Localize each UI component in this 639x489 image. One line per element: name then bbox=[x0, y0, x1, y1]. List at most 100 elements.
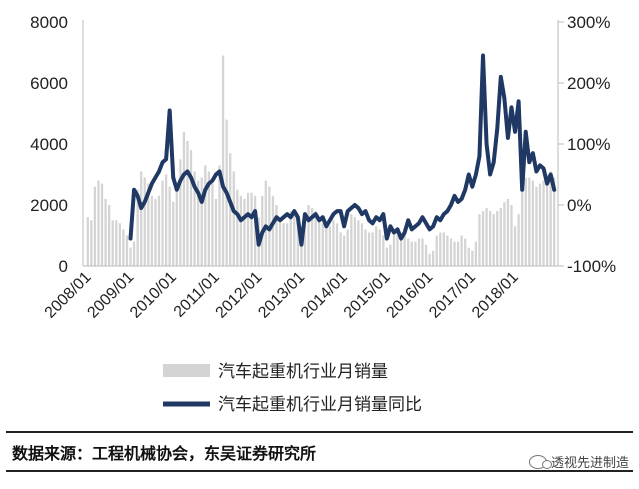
bar bbox=[531, 180, 534, 266]
bar bbox=[339, 232, 342, 266]
bar bbox=[193, 171, 196, 266]
bar bbox=[229, 153, 232, 266]
bar bbox=[314, 211, 317, 266]
bar bbox=[264, 180, 267, 266]
bar bbox=[506, 198, 510, 266]
bar bbox=[125, 235, 129, 266]
bar bbox=[535, 186, 538, 266]
x-tick-label: 2016/01 bbox=[384, 269, 437, 322]
bar bbox=[250, 192, 253, 266]
bar bbox=[318, 217, 321, 266]
bar bbox=[446, 235, 449, 266]
bar bbox=[271, 195, 275, 266]
bar bbox=[485, 208, 488, 266]
yoy-line bbox=[128, 53, 557, 247]
x-tick-label: 2010/01 bbox=[127, 269, 180, 322]
bar bbox=[421, 238, 424, 266]
bar bbox=[350, 214, 353, 266]
bar bbox=[321, 223, 324, 266]
legend-line-label: 汽车起重机行业月销量同比 bbox=[218, 395, 422, 415]
bar bbox=[513, 226, 517, 266]
bar bbox=[136, 189, 139, 266]
bar bbox=[328, 226, 332, 266]
left-tick-label: 8000 bbox=[30, 13, 68, 32]
bar bbox=[545, 174, 549, 266]
bar bbox=[157, 195, 161, 266]
bar bbox=[236, 189, 239, 266]
bar bbox=[417, 238, 421, 266]
bar bbox=[403, 235, 406, 266]
bar bbox=[392, 232, 396, 266]
bar bbox=[300, 238, 303, 266]
left-axis-ticks: 0 2000 4000 6000 8000 bbox=[30, 13, 68, 276]
source-divider-top bbox=[6, 431, 633, 433]
bar bbox=[278, 220, 282, 266]
legend: 汽车起重机行业月销量 汽车起重机行业月销量同比 bbox=[163, 362, 422, 415]
bar bbox=[93, 186, 97, 266]
x-tick-label: 2014/01 bbox=[298, 269, 351, 322]
bar bbox=[360, 223, 364, 266]
bar bbox=[97, 180, 100, 266]
bar bbox=[246, 192, 250, 266]
bar bbox=[407, 238, 410, 266]
bar bbox=[204, 165, 207, 266]
bar bbox=[86, 217, 89, 266]
right-tick-label: 0% bbox=[567, 196, 592, 215]
bar bbox=[378, 229, 381, 266]
bar bbox=[197, 180, 200, 266]
bar bbox=[310, 208, 314, 266]
right-tick-label: 100% bbox=[567, 135, 610, 154]
bar bbox=[428, 253, 431, 266]
source-note: 数据来源：工程机械协会，东吴证券研究所 bbox=[12, 444, 317, 463]
line-series-layer bbox=[128, 53, 557, 247]
bar bbox=[528, 177, 531, 266]
bar bbox=[357, 220, 360, 266]
bar bbox=[243, 198, 246, 266]
bar bbox=[154, 198, 157, 266]
bar bbox=[346, 229, 349, 266]
bar bbox=[549, 171, 552, 266]
watermark: 透视先进制造 bbox=[528, 452, 629, 471]
bar bbox=[221, 55, 225, 266]
bar bbox=[129, 247, 132, 266]
bar bbox=[449, 238, 453, 266]
bar bbox=[343, 235, 346, 266]
bar bbox=[435, 235, 438, 266]
bar bbox=[108, 205, 111, 266]
x-tick-label: 2012/01 bbox=[213, 269, 266, 322]
bar bbox=[464, 238, 467, 266]
bar bbox=[293, 214, 296, 266]
bar bbox=[474, 241, 478, 266]
bar bbox=[275, 205, 278, 266]
x-tick-label: 2017/01 bbox=[426, 269, 479, 322]
bar bbox=[399, 232, 403, 266]
bar bbox=[115, 220, 118, 266]
right-axis-ticks: -100% 0% 100% 200% 300% bbox=[558, 13, 616, 276]
bar bbox=[503, 201, 506, 266]
wechat-icon bbox=[528, 454, 552, 469]
bar bbox=[140, 171, 143, 266]
bar bbox=[382, 235, 385, 266]
bar bbox=[286, 223, 289, 266]
bar bbox=[467, 247, 470, 266]
bar bbox=[186, 140, 189, 266]
bar bbox=[211, 183, 214, 266]
bar bbox=[207, 171, 210, 266]
bar bbox=[353, 217, 356, 266]
x-tick-label: 2009/01 bbox=[84, 269, 137, 322]
bar bbox=[132, 241, 136, 266]
bar bbox=[332, 220, 335, 266]
source-divider-bottom bbox=[6, 470, 633, 472]
bar bbox=[175, 189, 178, 266]
bar bbox=[214, 198, 218, 266]
bar bbox=[335, 223, 339, 266]
bar bbox=[296, 220, 299, 266]
bar bbox=[524, 177, 527, 266]
bar bbox=[389, 244, 392, 266]
bar bbox=[172, 201, 175, 266]
bar bbox=[432, 250, 435, 266]
bar bbox=[282, 223, 285, 266]
bar bbox=[232, 171, 235, 266]
bar bbox=[239, 195, 243, 266]
bar bbox=[424, 244, 428, 266]
